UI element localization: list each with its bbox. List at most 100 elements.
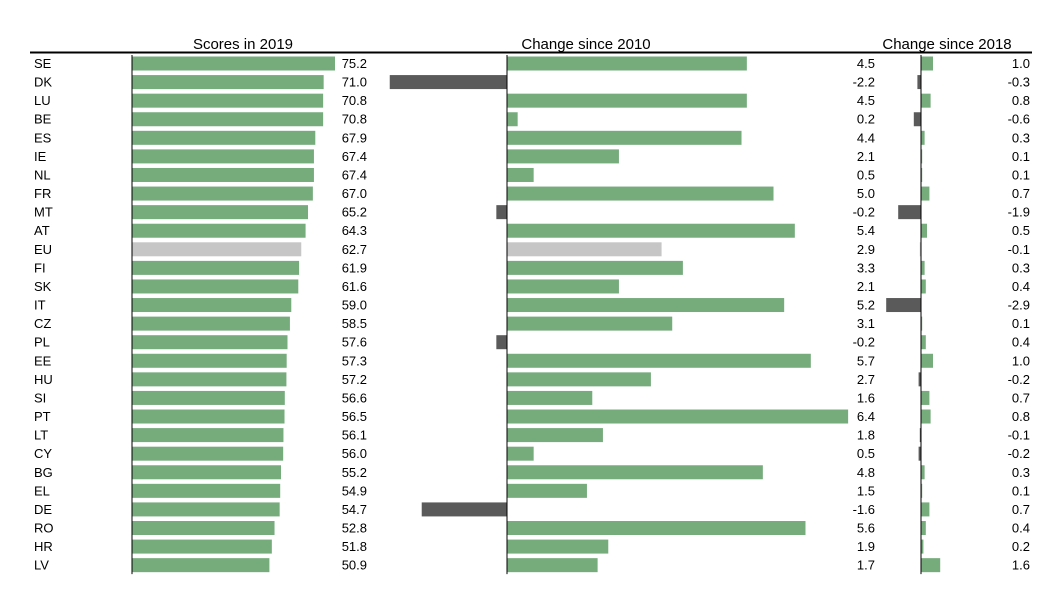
category-label: PT [34,409,51,424]
bar [919,242,921,257]
bar [507,539,609,554]
data-label: 0.2 [857,112,875,127]
data-label: -0.3 [1008,75,1030,90]
data-label: -0.1 [1008,428,1030,443]
category-label: LU [34,93,51,108]
data-label: 0.5 [1012,223,1030,238]
bar [921,502,930,517]
category-label: DE [34,502,52,517]
bar [132,372,287,387]
data-label: 0.8 [1012,409,1030,424]
panel-title: Change since 2018 [882,36,1011,53]
data-label: 58.5 [342,316,367,331]
bar [921,93,931,108]
bar [886,298,921,313]
data-label: 59.0 [342,298,367,313]
data-label: 0.3 [1012,260,1030,275]
bar [132,223,306,238]
data-label: 67.0 [342,186,367,201]
category-label: HR [34,539,53,554]
data-label: 50.9 [342,558,367,573]
bar [507,446,534,461]
data-label: -2.9 [1008,298,1030,313]
bar [132,335,288,350]
bar [507,298,785,313]
data-label: 61.9 [342,260,367,275]
bar [507,93,747,108]
bar [132,409,285,424]
data-label: 52.8 [342,521,367,536]
category-label: SI [34,390,46,405]
data-label: 1.0 [1012,56,1030,71]
data-label: 5.6 [857,521,875,536]
category-label: CZ [34,316,51,331]
bar [921,465,925,480]
bar [507,390,593,405]
data-label: 6.4 [857,409,875,424]
data-label: 0.4 [1012,521,1030,536]
data-label: 0.1 [1012,316,1030,331]
data-label: 0.3 [1012,130,1030,145]
bar [132,353,287,368]
data-label: 0.7 [1012,390,1030,405]
data-label: 75.2 [342,56,367,71]
bar [132,390,285,405]
bar [132,465,282,480]
data-label: 1.8 [857,428,875,443]
bar [917,75,921,90]
category-label: ES [34,130,52,145]
bar [132,298,292,313]
bar [132,558,270,573]
bar [421,502,507,517]
data-label: 57.2 [342,372,367,387]
bar [132,75,324,90]
bar [921,483,923,498]
data-label: 0.7 [1012,186,1030,201]
data-label: 4.5 [857,56,875,71]
bar [507,465,763,480]
bar [132,483,281,498]
bar [132,93,324,108]
category-label: FR [34,186,51,201]
data-label: 1.6 [1012,558,1030,573]
bar [921,409,931,424]
bar [921,353,933,368]
data-label: 3.1 [857,316,875,331]
bar [919,428,921,443]
bar [389,75,507,90]
bar [921,558,941,573]
data-label: 55.2 [342,465,367,480]
panel-title: Scores in 2019 [193,36,293,53]
bar [507,260,683,275]
data-label: 4.4 [857,130,875,145]
data-label: 1.0 [1012,353,1030,368]
data-label: 62.7 [342,242,367,257]
data-label: 0.4 [1012,335,1030,350]
data-label: 56.5 [342,409,367,424]
bar [132,316,290,331]
category-label: MT [34,205,53,220]
bar [132,186,313,201]
category-label: AT [34,223,50,238]
bar [507,186,774,201]
bar [507,130,742,145]
data-label: 0.8 [1012,93,1030,108]
category-label: BG [34,465,53,480]
data-label: -0.2 [1008,446,1030,461]
bar [921,279,926,294]
bar [507,56,747,71]
bar [921,186,930,201]
category-label: IE [34,149,47,164]
data-label: 1.9 [857,539,875,554]
data-label: 54.7 [342,502,367,517]
bar [921,149,923,164]
bar [918,446,921,461]
bar [132,242,302,257]
bar [921,539,924,554]
data-label: 0.2 [1012,539,1030,554]
data-label: 0.1 [1012,149,1030,164]
data-label: 67.9 [342,130,367,145]
category-label: SK [34,279,52,294]
bar [132,446,284,461]
